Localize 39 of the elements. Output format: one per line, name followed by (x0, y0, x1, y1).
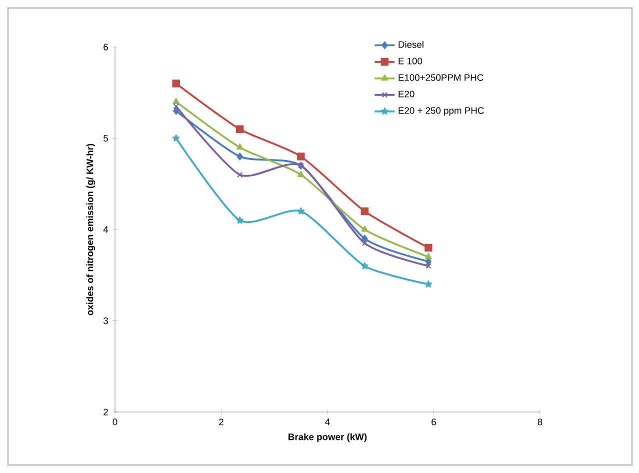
legend-label: E20 + 250 ppm PHC (398, 107, 484, 116)
x-axis-title: Brake power (kW) (288, 433, 367, 442)
point (236, 216, 244, 224)
x-tick-label: 2 (219, 418, 224, 426)
point (298, 170, 304, 177)
point (236, 144, 244, 150)
point (297, 207, 305, 214)
point (362, 240, 368, 246)
point (424, 244, 432, 252)
x-tick-label: 6 (432, 418, 436, 426)
x-tick-label: 0 (112, 418, 118, 426)
point (173, 103, 179, 110)
point (236, 152, 243, 160)
point (424, 280, 432, 288)
x-tick-label: 4 (325, 418, 330, 426)
point (236, 172, 243, 178)
y-tick-label: 2 (104, 408, 108, 416)
y-tick-label: 5 (104, 134, 108, 142)
legend-label: E 100 (398, 58, 422, 64)
y-tick-label: 6 (104, 44, 108, 50)
x-tick-label: 8 (538, 418, 542, 426)
point (173, 107, 180, 115)
point (361, 226, 368, 232)
point (172, 98, 180, 104)
point (172, 134, 180, 142)
legend-label: E100+250PPM PHC (398, 74, 484, 81)
point (426, 263, 432, 269)
point (362, 234, 368, 242)
point (172, 80, 180, 88)
point (425, 253, 432, 260)
y-tick-label: 3 (104, 317, 108, 324)
point (236, 125, 244, 133)
point (360, 207, 369, 216)
legend-label: E20 (398, 90, 414, 98)
legend-label: Diesel (398, 40, 424, 48)
y-axis-title: oxides of nitrogen emission (g/ KW-hr) (86, 144, 96, 316)
point (297, 152, 305, 160)
y-tick-label: 4 (103, 226, 108, 233)
point (360, 262, 368, 270)
